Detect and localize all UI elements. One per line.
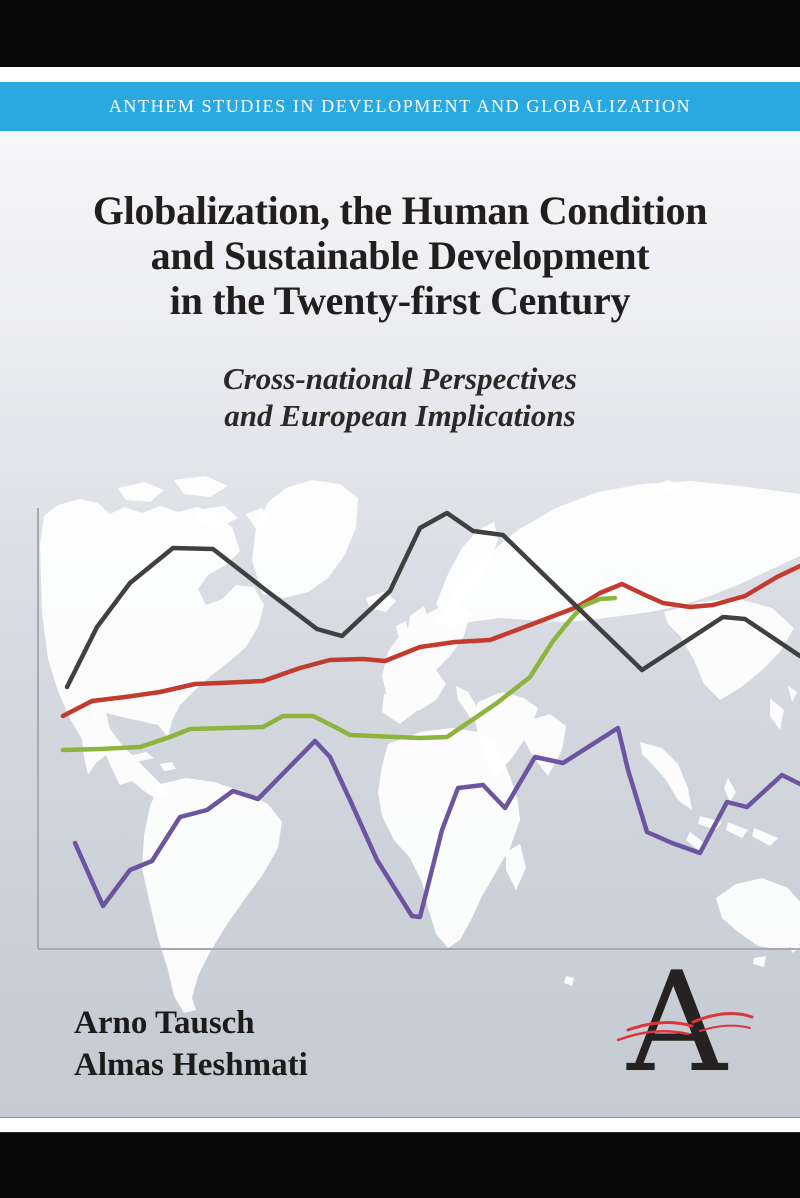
top-white-strip (0, 67, 800, 82)
bottom-black-bar (0, 1132, 800, 1198)
author-name-2: Almas Heshmati (74, 1047, 308, 1083)
logo-letter-a: A (626, 955, 728, 1080)
author-names: Arno Tausch Almas Heshmati (74, 1002, 308, 1086)
title-line-2: and Sustainable Development (150, 233, 650, 278)
anthem-press-logo: A (600, 955, 770, 1080)
title-line-3: in the Twenty-first Century (169, 278, 631, 323)
title-line-1: Globalization, the Human Condition (92, 188, 708, 233)
book-subtitle: Cross-national Perspectives and European… (0, 360, 800, 434)
author-name-1: Arno Tausch (74, 1005, 255, 1041)
series-banner: ANTHEM STUDIES IN DEVELOPMENT AND GLOBAL… (0, 82, 800, 133)
top-black-bar (0, 0, 800, 68)
anthem-logo-icon: A (616, 955, 754, 1080)
subtitle-line-1: Cross-national Perspectives (223, 361, 577, 396)
bottom-white-strip (0, 1117, 800, 1132)
series-banner-label: ANTHEM STUDIES IN DEVELOPMENT AND GLOBAL… (108, 96, 692, 116)
book-title: Globalization, the Human Condition and S… (0, 188, 800, 323)
subtitle-line-2: and European Implications (224, 398, 576, 433)
logo-red-swoosh-icon (616, 1012, 754, 1042)
